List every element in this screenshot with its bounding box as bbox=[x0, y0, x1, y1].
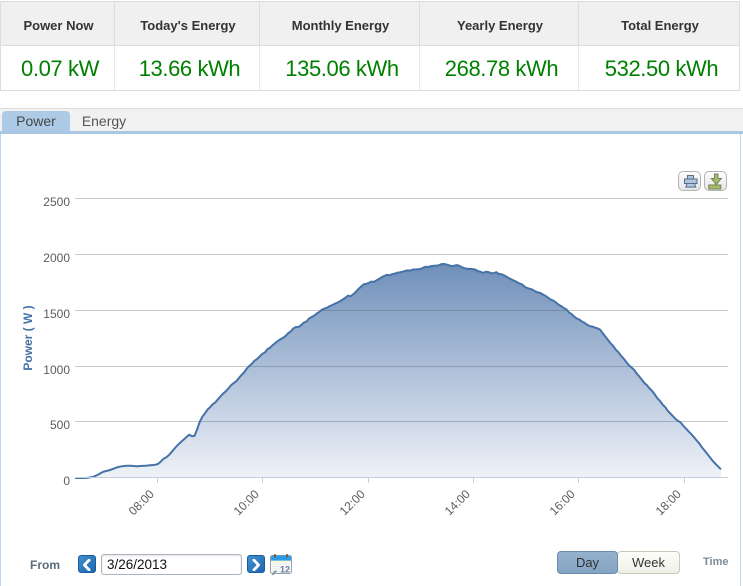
svg-text:12: 12 bbox=[280, 565, 290, 575]
